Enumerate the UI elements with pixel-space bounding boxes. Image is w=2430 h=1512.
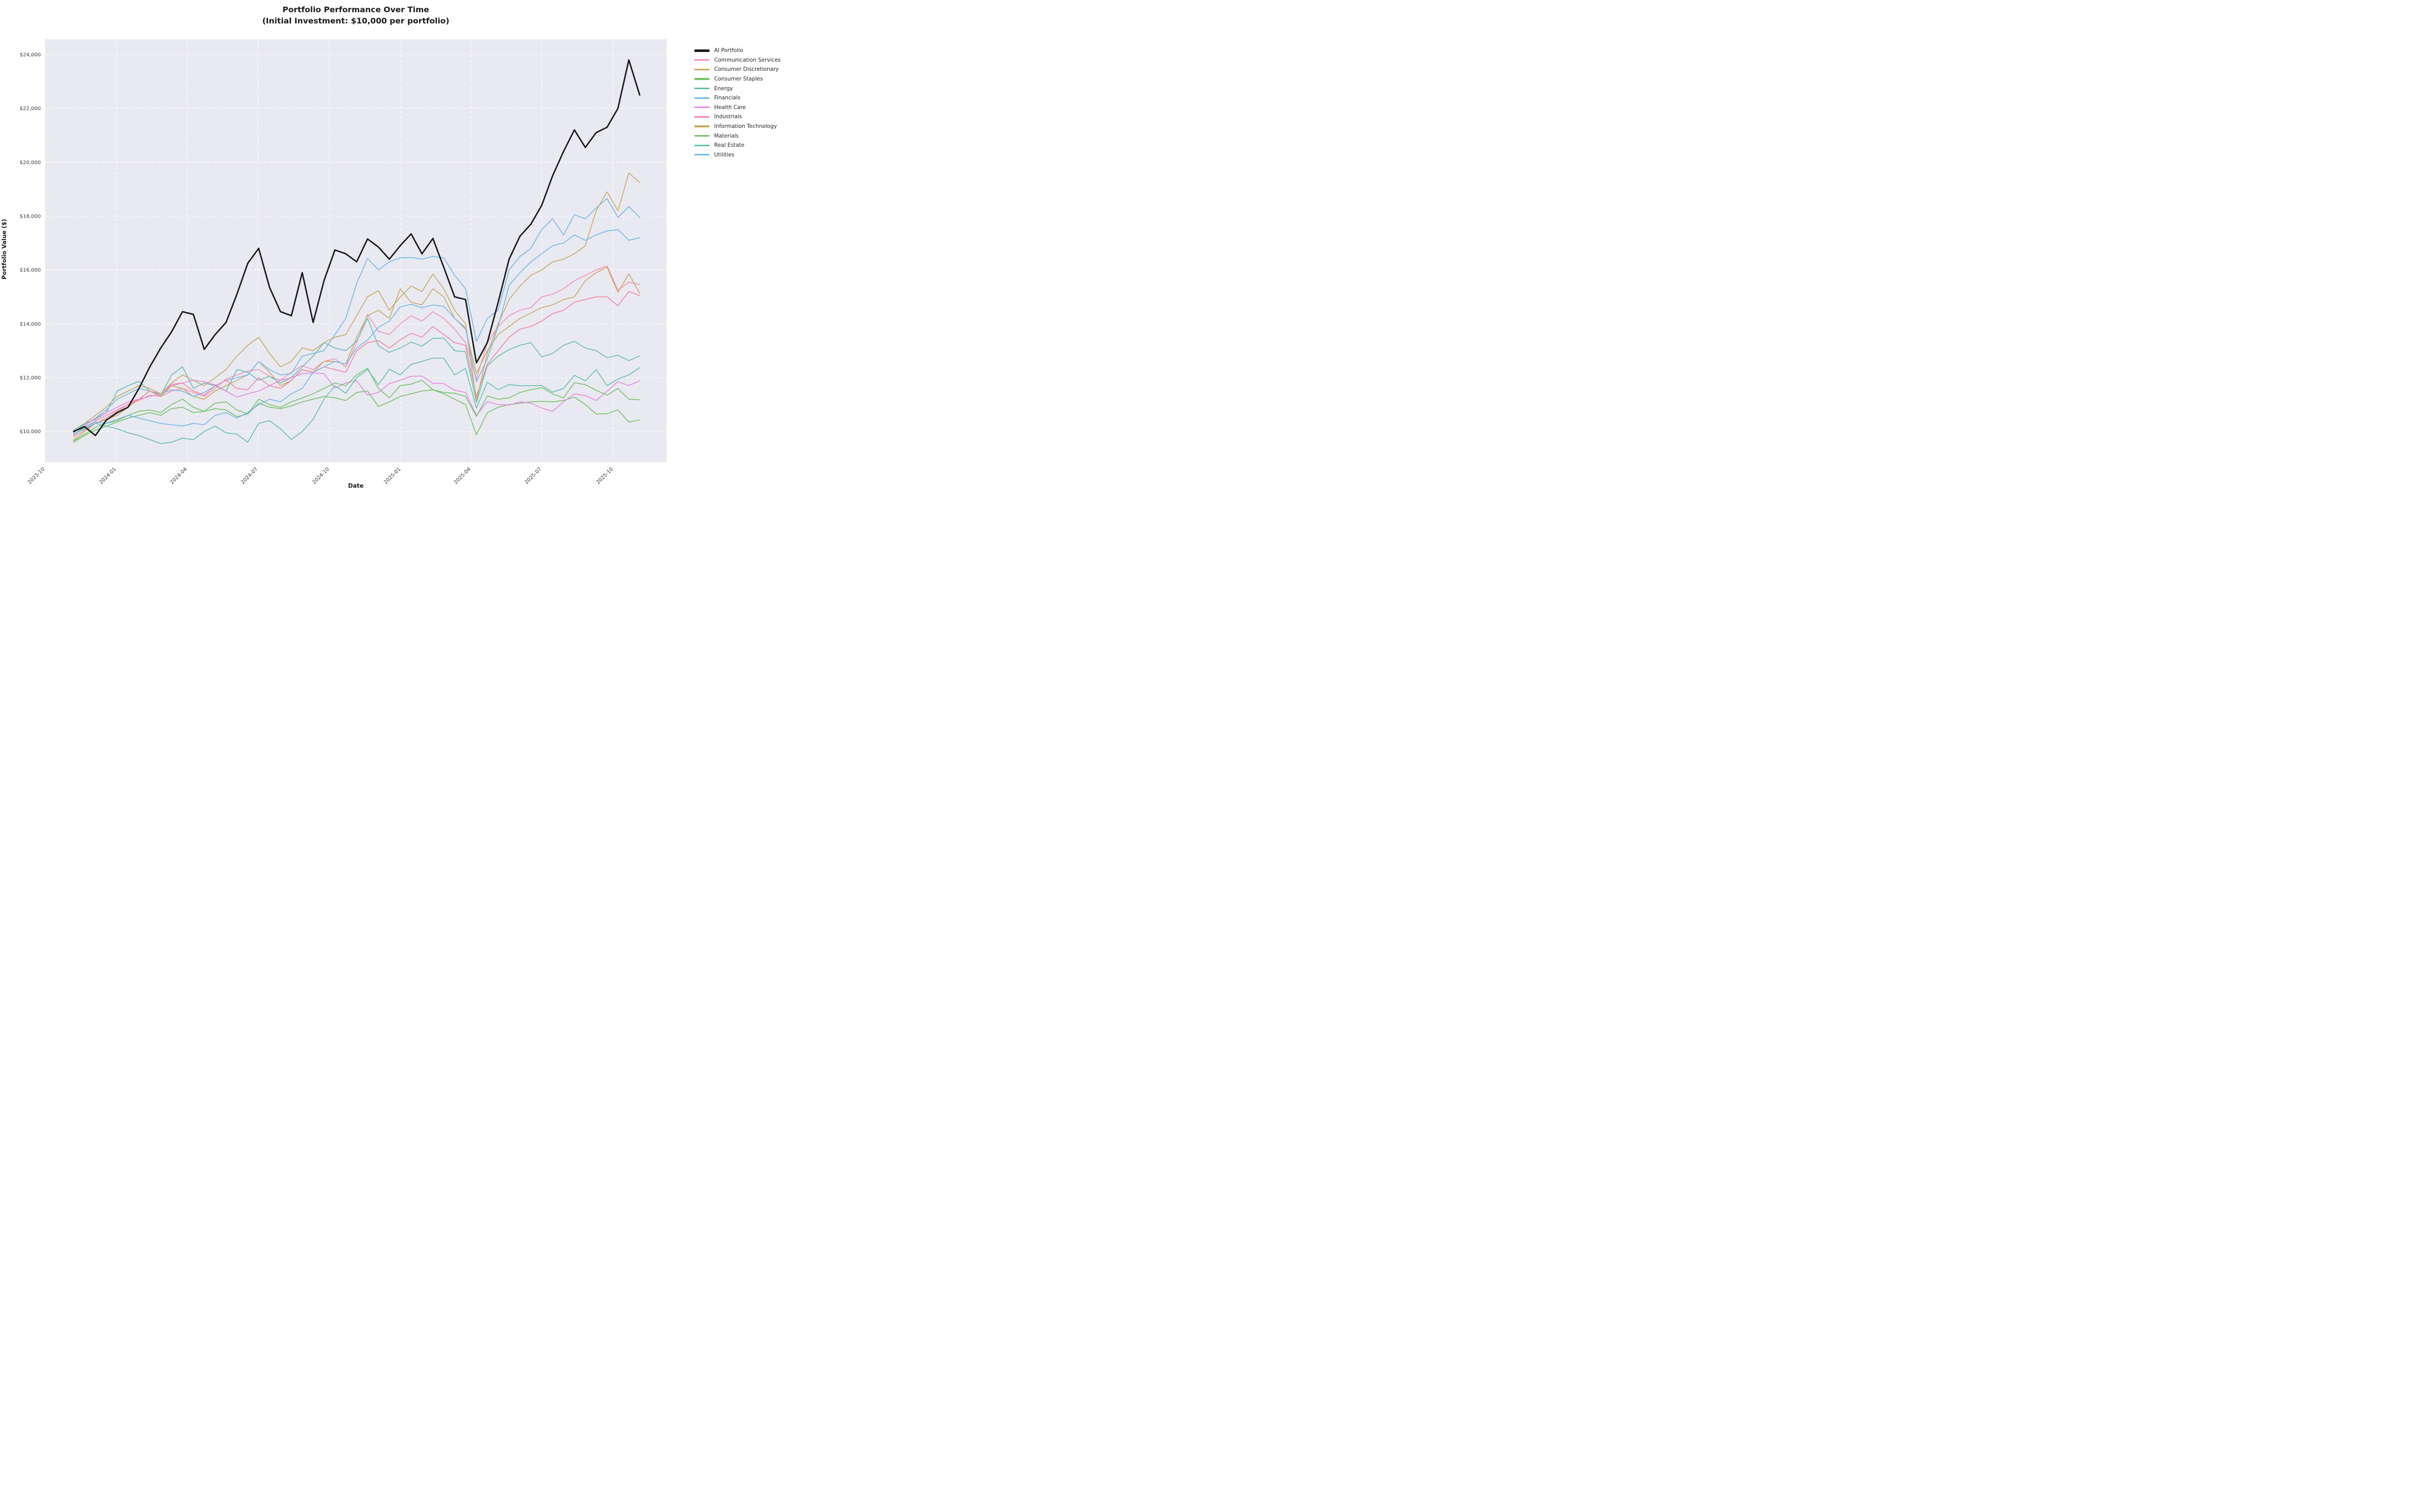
legend-swatch-real-estate <box>694 144 710 146</box>
legend-swatch-utilities <box>694 154 710 156</box>
legend-item-real-estate: Real Estate <box>694 141 780 150</box>
y-tick-label: $22,000 <box>20 106 41 112</box>
chart-canvas: $10,000 $12,000 $14,000 $16,000 $18,000 $20,0… <box>20 39 667 486</box>
y-tick-label: $12,000 <box>20 376 41 381</box>
legend-label-ai-portfolio: AI Portfolio <box>714 47 743 54</box>
legend-item-energy: Energy <box>694 84 780 93</box>
legend-label-health-care: Health Care <box>714 104 746 111</box>
legend-swatch-industrials <box>694 116 710 118</box>
legend-label-consumer-discretionary: Consumer Discretionary <box>714 66 779 73</box>
legend: AI Portfolio Communication Services Consum… <box>694 46 780 160</box>
y-tick-label: $16,000 <box>20 268 41 273</box>
legend-swatch-financials <box>694 97 710 99</box>
legend-label-industrials: Industrials <box>714 114 742 120</box>
legend-item-consumer-discretionary: Consumer Discretionary <box>694 65 780 74</box>
legend-swatch-energy <box>694 88 710 90</box>
legend-label-materials: Materials <box>714 132 739 139</box>
series-line-financials <box>73 198 640 434</box>
legend-swatch-communication-services <box>694 59 710 61</box>
series-line-communication-services <box>73 265 640 436</box>
y-tick-label: $20,000 <box>20 160 41 166</box>
x-tick-label: 2023-10 <box>27 466 46 485</box>
legend-label-consumer-staples: Consumer Staples <box>714 76 763 83</box>
series-line-health-care <box>73 373 640 436</box>
legend-item-consumer-staples: Consumer Staples <box>694 74 780 84</box>
legend-item-information-technology: Information Technology <box>694 122 780 131</box>
legend-item-financials: Financials <box>694 93 780 103</box>
legend-item-materials: Materials <box>694 131 780 141</box>
legend-label-communication-services: Communication Services <box>714 57 781 63</box>
legend-swatch-information-technology <box>694 125 710 127</box>
series-line-real-estate <box>73 357 640 444</box>
legend-label-utilities: Utilities <box>714 151 735 158</box>
chart-title: Portfolio Performance Over Time (Initial… <box>101 4 611 27</box>
legend-item-ai-portfolio: AI Portfolio <box>694 46 780 56</box>
series-line-consumer-staples <box>73 389 640 443</box>
series-line-ai-portfolio <box>72 59 641 436</box>
y-tick-label: $14,000 <box>20 322 41 327</box>
chart-title-line1: Portfolio Performance Over Time <box>282 5 429 14</box>
x-tick-label: 2025-10 <box>595 466 614 485</box>
series-line-information-technology <box>73 172 640 434</box>
legend-label-real-estate: Real Estate <box>714 142 745 149</box>
series-line-consumer-discretionary <box>73 267 640 441</box>
series-line-materials <box>73 367 640 442</box>
legend-label-information-technology: Information Technology <box>714 123 777 130</box>
chart-title-line2: (Initial Investment: $10,000 per portfol… <box>262 16 450 26</box>
legend-swatch-materials <box>694 135 710 137</box>
legend-item-health-care: Health Care <box>694 103 780 113</box>
plot-area <box>45 39 667 462</box>
y-tick-label: $18,000 <box>20 214 41 220</box>
legend-swatch-health-care <box>694 107 710 109</box>
legend-swatch-consumer-staples <box>694 78 710 80</box>
x-axis-label: Date <box>348 482 364 489</box>
x-tick-label: 2024-01 <box>98 466 117 485</box>
series-line-utilities <box>73 229 640 435</box>
figure: Portfolio Performance Over Time (Initial… <box>0 0 810 504</box>
legend-label-energy: Energy <box>714 85 733 92</box>
y-tick-label: $24,000 <box>20 52 41 58</box>
legend-item-industrials: Industrials <box>694 112 780 122</box>
legend-item-communication-services: Communication Services <box>694 56 780 65</box>
legend-swatch-consumer-discretionary <box>694 68 710 71</box>
y-axis-label: Portfolio Value ($) <box>1 219 8 280</box>
series-line-energy <box>73 317 640 431</box>
legend-label-financials: Financials <box>714 95 741 101</box>
legend-swatch-ai-portfolio <box>694 49 710 52</box>
series-line-industrials <box>73 291 640 438</box>
y-tick-label: $10,000 <box>20 429 41 435</box>
legend-item-utilities: Utilities <box>694 150 780 160</box>
